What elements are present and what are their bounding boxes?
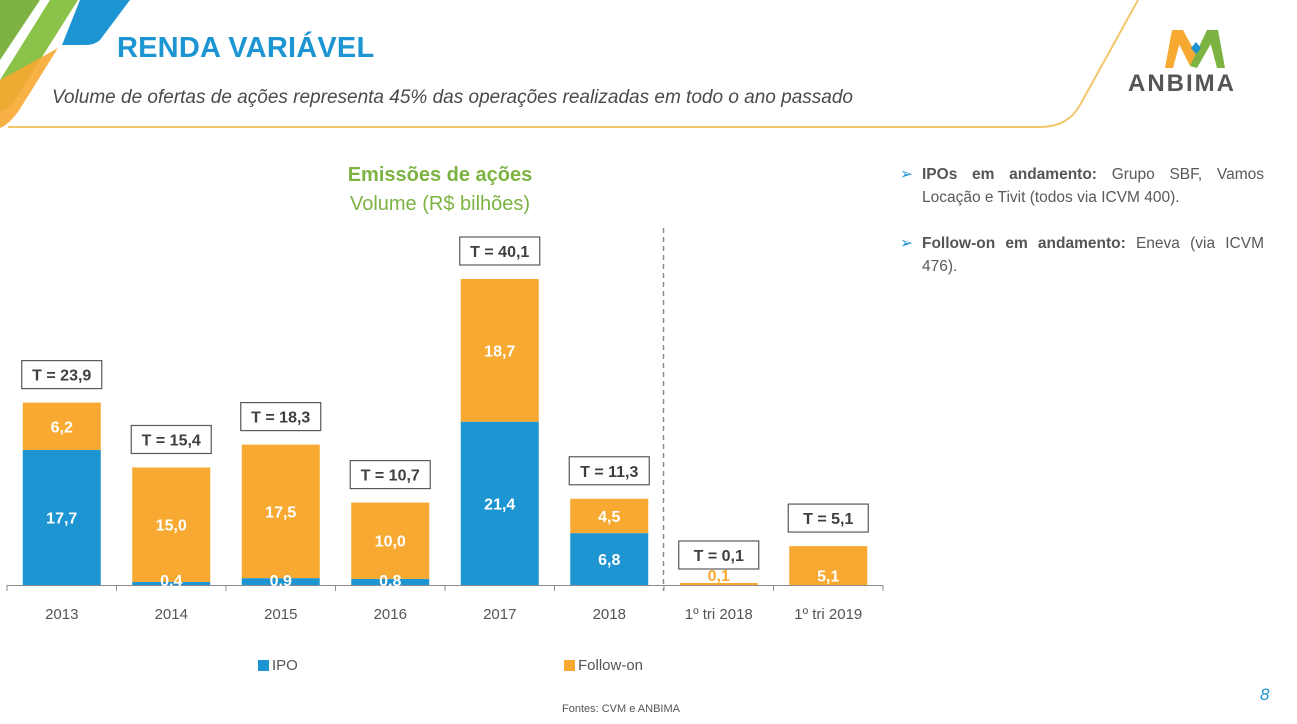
data-label-follow-on: 17,5: [265, 504, 296, 521]
stacked-bar-chart: 17,7 6,2 T = 23,9 2013 0,4 15,0 T = 15,4 2014 0,…: [6, 228, 884, 623]
data-label-follow-on: 15,0: [156, 518, 187, 535]
category-label: 1º tri 2018: [685, 606, 753, 623]
bullet-heading: IPOs em andamento:: [922, 166, 1097, 183]
data-label-follow-on: 0,1: [708, 568, 730, 585]
data-label-follow-on: 6,2: [51, 419, 73, 436]
orange-stripe: [0, 48, 58, 128]
bullet-list: ➢ IPOs em andamento: Grupo SBF, Vamos Lo…: [900, 163, 1264, 301]
arrow-bullet-icon: ➢: [900, 235, 913, 252]
total-label: T = 10,7: [361, 468, 420, 485]
anbima-logo-text: ANBIMA: [1128, 70, 1236, 97]
total-label: T = 15,4: [142, 432, 201, 449]
data-label-ipo: 0,9: [270, 573, 292, 590]
arrow-bullet-icon: ➢: [900, 166, 913, 183]
total-label: T = 0,1: [694, 548, 744, 565]
data-label-ipo: 0,4: [160, 573, 182, 590]
total-box: [568, 456, 650, 486]
bar-ipo: [570, 533, 649, 585]
bullet-text: Eneva (via ICVM 476).: [922, 235, 1264, 275]
legend-item-follow-on: Follow-on: [564, 657, 643, 674]
bar-follow-on: [460, 279, 539, 422]
bar-follow-on: [679, 583, 758, 585]
bar-follow-on: [789, 546, 868, 585]
total-label: T = 40,1: [470, 244, 529, 261]
bullet-heading: Follow-on em andamento:: [922, 235, 1126, 252]
category-label: 2016: [374, 606, 407, 623]
data-label-follow-on: 18,7: [484, 343, 515, 360]
legend-swatch-ipo: [258, 660, 269, 671]
bar-ipo: [460, 421, 539, 585]
total-box: [130, 424, 212, 455]
bar-ipo: [241, 578, 320, 585]
legend-label: Follow-on: [578, 657, 644, 674]
total-box: [21, 360, 103, 390]
total-box: [678, 540, 760, 570]
total-label: T = 11,3: [580, 464, 638, 481]
data-label-follow-on: 4,5: [598, 509, 620, 526]
category-label: 2015: [264, 606, 297, 623]
header-decoration: [0, 0, 1139, 128]
category-label: 1º tri 2019: [794, 606, 862, 623]
bar-follow-on: [241, 444, 320, 579]
bar-ipo: [351, 578, 430, 585]
anbima-logo-icon: [1165, 30, 1225, 68]
data-label-ipo: 17,7: [46, 510, 77, 527]
bullet-text: Grupo SBF, Vamos Locação e Tivit (todos …: [922, 166, 1264, 206]
category-label: 2014: [155, 606, 188, 623]
data-label-ipo: 0,8: [379, 573, 401, 590]
bar-follow-on: [132, 467, 211, 582]
bar-follow-on: [570, 498, 649, 534]
bullet-ipos: ➢ IPOs em andamento: Grupo SBF, Vamos Lo…: [900, 163, 1264, 209]
bullet-follow-on: ➢ Follow-on em andamento: Eneva (via ICV…: [900, 232, 1264, 278]
total-box: [787, 503, 869, 533]
bar-ipo: [22, 449, 101, 585]
legend-label: IPO: [272, 657, 298, 674]
category-label: 2017: [483, 606, 516, 623]
bar-follow-on: [22, 402, 101, 450]
page-subtitle: Volume de ofertas de ações representa 45…: [52, 87, 853, 108]
bar-follow-on: [351, 502, 430, 579]
data-label-follow-on: 5,1: [817, 569, 839, 586]
legend-swatch-follow-on: [564, 660, 575, 671]
total-label: T = 18,3: [251, 410, 310, 427]
chart-title: Emissões de ações: [347, 164, 533, 186]
data-label-ipo: 21,4: [484, 496, 515, 513]
total-box: [240, 401, 322, 432]
source-note: Fontes: CVM e ANBIMA: [562, 703, 680, 715]
data-label-ipo: 6,8: [598, 552, 620, 569]
legend-item-ipo: IPO: [258, 657, 298, 674]
page-number: 8: [1260, 685, 1270, 704]
total-label: T = 5,1: [803, 511, 853, 528]
page-title: RENDA VARIÁVEL: [117, 32, 375, 64]
total-label: T = 23,9: [32, 368, 91, 385]
category-label: 2013: [45, 606, 78, 623]
data-label-follow-on: 10,0: [375, 534, 406, 551]
category-label: 2018: [593, 606, 626, 623]
green-stripe: [0, 0, 40, 60]
total-box: [349, 459, 431, 490]
bar-ipo: [132, 581, 211, 585]
blue-stripe: [62, 0, 130, 45]
chart-subtitle: Volume (R$ bilhões): [349, 193, 531, 215]
header-border-line: [8, 0, 1139, 128]
total-box: [459, 236, 541, 266]
